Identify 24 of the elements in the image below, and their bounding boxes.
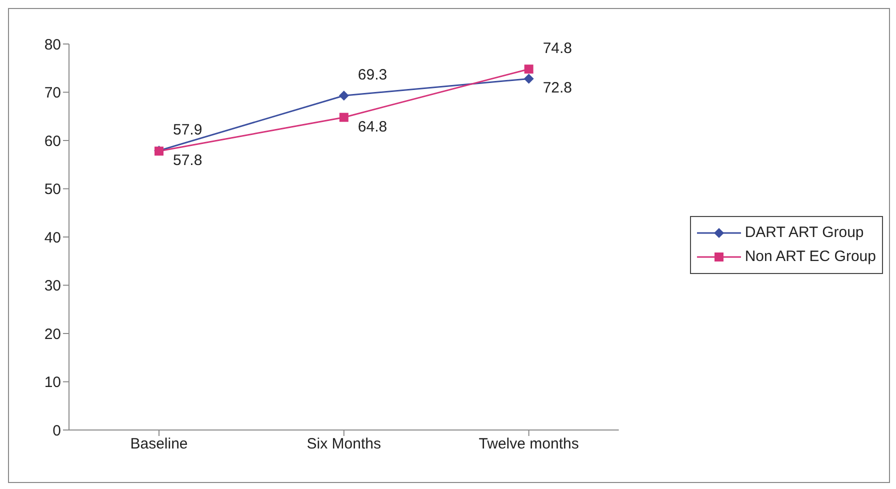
y-tick-label: 20 bbox=[44, 326, 61, 343]
legend-label: DART ART Group bbox=[744, 223, 865, 243]
legend-label: Non ART EC Group bbox=[744, 247, 876, 267]
y-tick-label: 80 bbox=[44, 36, 61, 54]
y-tick-label: 10 bbox=[44, 374, 61, 392]
x-tick-label: Baseline bbox=[130, 436, 188, 453]
y-tick-label: 60 bbox=[44, 132, 61, 150]
data-label: 74.8 bbox=[542, 40, 572, 58]
point bbox=[338, 90, 349, 101]
y-tick-label: 0 bbox=[52, 422, 61, 440]
y-tick-label: 50 bbox=[44, 181, 61, 198]
data-label: 64.8 bbox=[358, 118, 388, 136]
data-label: 57.9 bbox=[173, 122, 202, 139]
x-tick-label: Twelve months bbox=[478, 436, 579, 453]
point bbox=[524, 64, 534, 74]
y-tick-label: 70 bbox=[44, 84, 61, 102]
x-tick-label: Six Months bbox=[306, 436, 382, 453]
data-label: 72.8 bbox=[542, 80, 572, 97]
y-tick-label: 30 bbox=[44, 278, 61, 295]
data-label: 57.8 bbox=[173, 152, 202, 170]
point bbox=[339, 112, 348, 122]
data-label: 69.3 bbox=[358, 66, 388, 84]
y-tick-label: 40 bbox=[44, 229, 61, 246]
point bbox=[524, 74, 534, 84]
